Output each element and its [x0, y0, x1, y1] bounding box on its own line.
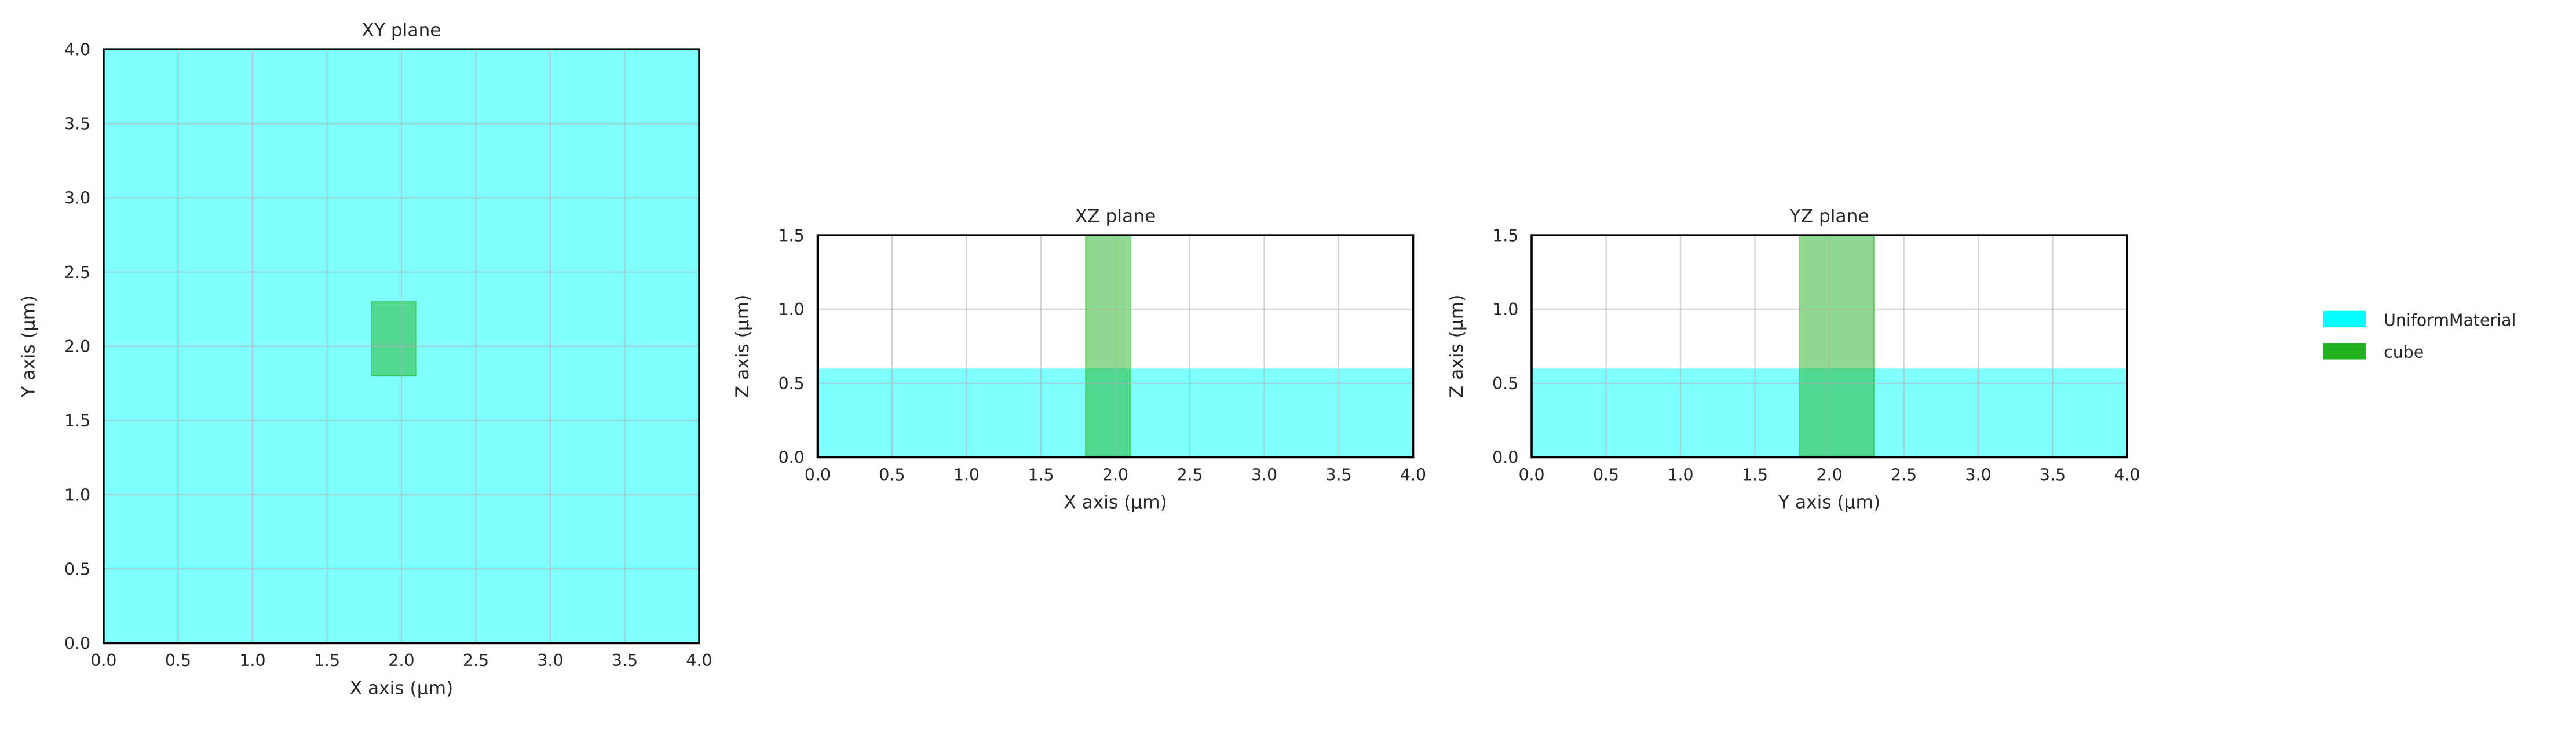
x-axis-label: Y axis (μm): [1778, 492, 1880, 513]
x-tick-label: 0.0: [90, 651, 116, 670]
x-tick-label: 3.0: [1965, 465, 1992, 484]
x-tick-label: 1.0: [239, 651, 265, 670]
x-tick-label: 1.5: [1742, 465, 1768, 484]
y-tick-label: 4.0: [64, 40, 90, 59]
x-tick-label: 1.5: [314, 651, 340, 670]
x-tick-label: 1.0: [1667, 465, 1693, 484]
y-tick-label: 3.5: [64, 115, 90, 134]
x-tick-label: 0.0: [805, 465, 831, 484]
y-tick-label: 0.5: [64, 560, 90, 579]
y-axis-label: Z axis (μm): [1446, 295, 1467, 398]
xy-plane-panel: 0.0 0.5 1.0 1.5 2.0 2.5 3.0 3.5 4.0 0.0 0.5 1.0 1.5 2…: [19, 20, 712, 699]
x-axis-label: X axis (μm): [1064, 492, 1167, 513]
y-tick-label: 3.0: [64, 189, 90, 208]
y-tick-label: 1.5: [779, 226, 805, 245]
y-tick-label: 2.5: [64, 263, 90, 282]
cube-region: [1799, 235, 1875, 458]
legend-label: UniformMaterial: [2384, 310, 2516, 330]
x-tick-label: 0.5: [165, 651, 191, 670]
y-tick-label: 1.5: [1492, 226, 1518, 245]
x-tick-label: 3.5: [1325, 465, 1351, 484]
x-tick-label: 2.0: [388, 651, 414, 670]
cube-region: [1085, 235, 1131, 458]
panel-title: YZ plane: [1789, 206, 1869, 226]
yz-plane-panel: 0.0 0.5 1.0 1.5 2.0 2.5 3.0 3.5 4.0 0.0 0.5 1.0 1.5 Y…: [1446, 206, 2140, 513]
panel-title: XZ plane: [1075, 206, 1156, 226]
cube-region: [371, 301, 417, 377]
y-tick-label: 0.5: [1492, 374, 1518, 393]
y-tick-label: 1.0: [1492, 300, 1518, 319]
x-tick-label: 1.5: [1028, 465, 1054, 484]
x-tick-label: 2.5: [463, 651, 489, 670]
x-tick-label: 4.0: [2114, 465, 2140, 484]
y-tick-label: 1.0: [779, 300, 805, 319]
axes-frame: [816, 234, 1415, 459]
x-tick-label: 4.0: [1400, 465, 1426, 484]
y-axis-label: Y axis (μm): [19, 295, 39, 398]
y-tick-label: 0.0: [779, 448, 805, 467]
legend-label: cube: [2384, 343, 2424, 362]
x-tick-label: 2.5: [1891, 465, 1917, 484]
legend-swatch: [2323, 310, 2366, 328]
axes-frame: [1530, 234, 2128, 459]
x-tick-label: 2.0: [1817, 465, 1843, 484]
y-tick-label: 0.0: [1492, 448, 1518, 467]
x-tick-label: 2.5: [1176, 465, 1203, 484]
y-tick-label: 1.5: [64, 411, 90, 430]
x-tick-label: 3.0: [537, 651, 563, 670]
x-axis-label: X axis (μm): [350, 678, 454, 699]
x-tick-label: 3.0: [1251, 465, 1277, 484]
x-tick-label: 3.5: [612, 651, 638, 670]
x-tick-label: 1.0: [953, 465, 980, 484]
y-tick-label: 2.0: [64, 337, 90, 356]
xz-plane-panel: 0.0 0.5 1.0 1.5 2.0 2.5 3.0 3.5 4.0 0.0 0.5 1.0 1.5 X…: [732, 206, 1426, 513]
legend-swatch: [2323, 343, 2366, 360]
x-tick-label: 0.0: [1518, 465, 1544, 484]
y-axis-label: Z axis (μm): [732, 295, 753, 398]
y-tick-label: 0.0: [64, 634, 90, 653]
x-tick-label: 3.5: [2040, 465, 2066, 484]
x-tick-label: 0.5: [1593, 465, 1619, 484]
legend: UniformMaterial cube: [2323, 310, 2516, 362]
x-tick-label: 0.5: [879, 465, 905, 484]
x-tick-label: 2.0: [1102, 465, 1128, 484]
panel-title: XY plane: [361, 20, 441, 41]
axes-frame: [103, 48, 700, 645]
y-tick-label: 0.5: [779, 374, 805, 393]
x-tick-label: 4.0: [686, 651, 712, 670]
y-tick-label: 1.0: [64, 485, 90, 504]
